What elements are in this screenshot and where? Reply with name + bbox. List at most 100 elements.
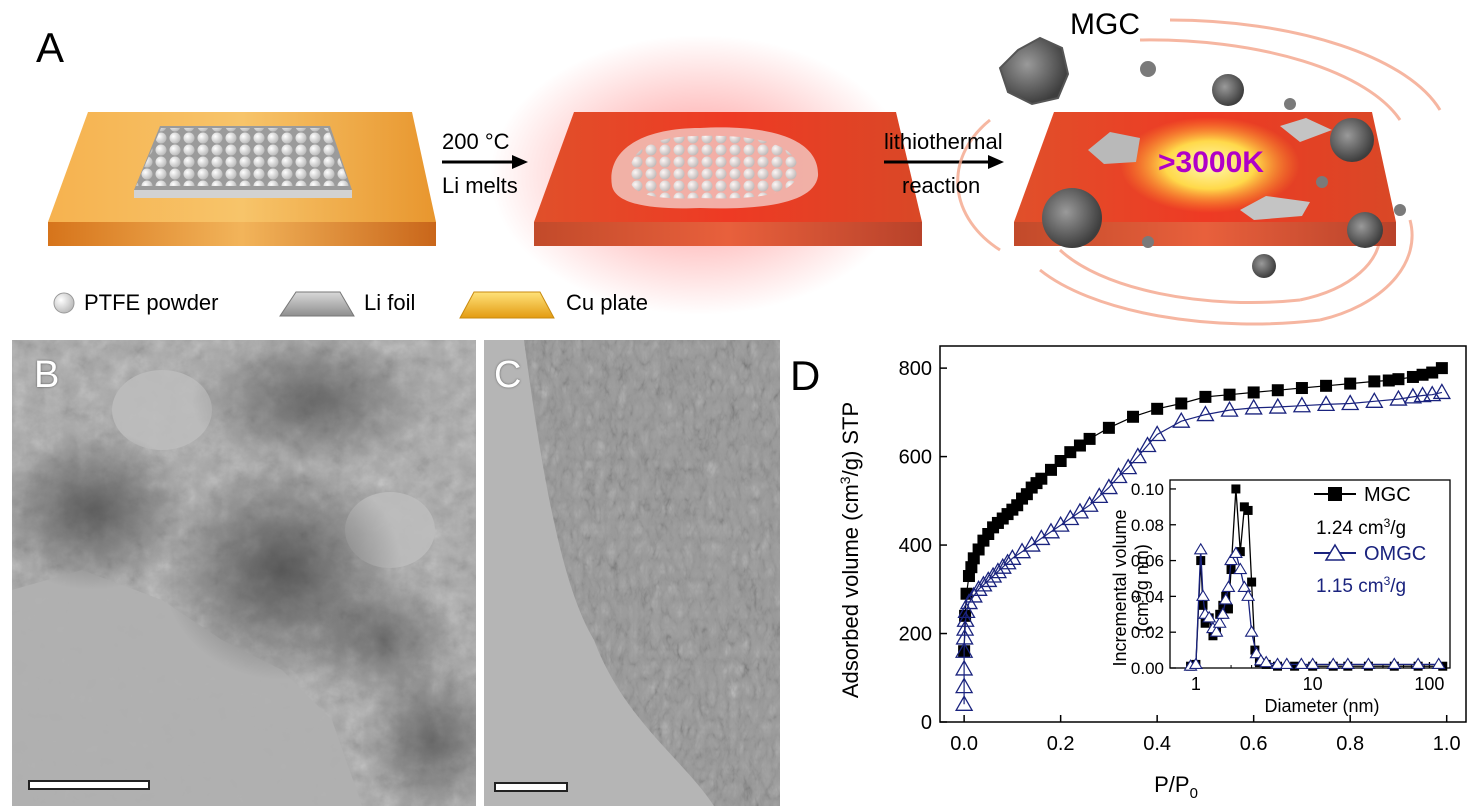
data-point-omgc xyxy=(1403,387,1423,404)
inset-data-point-omgc xyxy=(1237,580,1252,592)
data-point-mgc xyxy=(1064,446,1077,459)
data-point-mgc xyxy=(1426,366,1439,379)
x-axis-label-main: P/P xyxy=(1154,772,1189,797)
data-point-omgc xyxy=(1389,389,1408,406)
step-2-label-2: reaction xyxy=(902,172,980,200)
inset-data-point-mgc xyxy=(1198,600,1208,610)
legend-omgc-value-sup: 3 xyxy=(1384,574,1391,588)
data-point-omgc xyxy=(1196,405,1215,422)
data-point-omgc xyxy=(974,575,993,592)
data-point-omgc xyxy=(1128,447,1147,464)
inset-data-point-omgc xyxy=(1294,657,1309,669)
inset-x-axis-label: Diameter (nm) xyxy=(1264,696,1379,716)
data-point-mgc xyxy=(1295,382,1308,395)
inset-data-point-omgc xyxy=(1209,625,1224,637)
data-point-omgc xyxy=(955,619,975,636)
data-point-mgc xyxy=(1044,463,1057,476)
data-point-omgc xyxy=(993,557,1012,574)
inset-y-tick-label: 0.00 xyxy=(1131,659,1164,678)
inset-data-point-omgc xyxy=(1188,657,1203,669)
x-axis-label-sub: 0 xyxy=(1190,785,1198,802)
data-point-omgc xyxy=(1432,383,1451,400)
inset-y-label-part-1: (cm xyxy=(1132,602,1152,632)
inset-data-point-mgc xyxy=(1290,661,1300,671)
step-2-label: lithiothermal xyxy=(884,128,1003,156)
inset-legend: MGC 1.24 cm3/g OMGC 1.15 cm3/g xyxy=(1314,484,1426,597)
inset-x-tick-label: 10 xyxy=(1303,674,1323,694)
cu-plate-2 xyxy=(534,112,922,246)
inset-data-point-mgc xyxy=(1218,600,1228,610)
data-point-mgc xyxy=(1054,455,1067,468)
data-point-mgc xyxy=(1271,384,1284,397)
arrow-step-1 xyxy=(442,155,528,169)
data-point-omgc xyxy=(1316,395,1336,412)
inset-data-point-omgc xyxy=(1224,553,1239,566)
step-1-line-2: Li melts xyxy=(442,173,518,198)
data-point-omgc xyxy=(1090,487,1109,504)
inset-x-tick-label: 1 xyxy=(1191,674,1201,694)
step-2-line-1: lithiothermal xyxy=(884,129,1003,154)
panel-b-label: B xyxy=(34,354,60,396)
inset-data-point-omgc xyxy=(1431,657,1446,669)
legend-omgc-value-part-1: 1.15 cm xyxy=(1316,576,1384,597)
y-tick-label: 200 xyxy=(899,624,932,646)
legend-mgc-name: MGC xyxy=(1364,484,1411,506)
cu-plate-legend-icon xyxy=(459,291,555,319)
legend-mgc-value: 1.24 cm3/g xyxy=(1316,516,1406,539)
x-tick-label: 0.0 xyxy=(950,733,978,755)
mgc-particles xyxy=(998,36,1406,278)
data-point-mgc xyxy=(1127,410,1140,423)
data-point-mgc xyxy=(1223,388,1236,401)
x-tick-label: 0.8 xyxy=(1336,733,1364,755)
y-tick-label: 600 xyxy=(899,447,932,469)
data-point-mgc xyxy=(1320,379,1333,392)
scale-bar-b xyxy=(28,780,150,790)
inset-data-point-omgc xyxy=(1326,657,1341,669)
inset-y-tick-label: 0.02 xyxy=(1131,623,1164,642)
x-tick-label: 0.2 xyxy=(1047,733,1075,755)
data-point-omgc xyxy=(969,579,988,596)
inset-data-point-omgc xyxy=(1361,657,1376,669)
inset-data-point-mgc xyxy=(1247,577,1257,587)
inset-y-label-part-2: /g nm) xyxy=(1132,544,1152,595)
inset-data-point-omgc xyxy=(1305,657,1320,669)
data-point-omgc xyxy=(1099,478,1119,495)
data-point-mgc xyxy=(1406,370,1419,383)
inset-y-tick-label: 0.10 xyxy=(1131,480,1164,499)
panel-c-label: C xyxy=(494,354,522,396)
y-tick-label: 0 xyxy=(921,712,932,734)
cu-plate-1 xyxy=(48,112,436,246)
legend-mgc-value-part-1: 1.24 cm xyxy=(1316,518,1384,539)
data-point-omgc xyxy=(1220,400,1239,417)
data-point-mgc xyxy=(1382,374,1395,387)
main-axis-ticks: 0.0 0.2 0.4 0.6 0.8 1.0 0 200 400 600 800 xyxy=(899,358,1461,755)
legend-mgc-value-sup: 3 xyxy=(1384,516,1391,530)
mgc-product-label: MGC xyxy=(1070,8,1140,41)
inset-data-point-mgc xyxy=(1243,505,1253,515)
tem-image-low-magnification: B xyxy=(12,340,476,806)
inset-data-point-omgc xyxy=(1279,657,1294,669)
x-tick-label: 1.0 xyxy=(1433,733,1461,755)
legend-omgc-name: OMGC xyxy=(1364,543,1426,565)
data-point-mgc xyxy=(1368,375,1381,388)
inset-y-tick-label: 0.06 xyxy=(1131,552,1164,571)
inset-data-point-omgc xyxy=(1241,589,1256,601)
data-point-omgc xyxy=(1341,394,1360,411)
data-point-omgc xyxy=(955,641,974,658)
data-point-mgc xyxy=(1102,421,1115,434)
inset-data-point-omgc xyxy=(1228,546,1243,558)
data-point-mgc xyxy=(1435,362,1448,375)
tem-texture-c xyxy=(484,340,780,806)
data-point-omgc xyxy=(955,628,974,645)
inset-data-point-omgc xyxy=(1233,562,1248,575)
data-point-mgc xyxy=(1199,390,1212,403)
inset-data-point-omgc xyxy=(1259,655,1274,668)
data-point-omgc xyxy=(1080,495,1099,512)
legend-mgc-value-part-2: /g xyxy=(1390,518,1406,539)
data-point-mgc xyxy=(1392,373,1405,386)
inset-data-point-omgc xyxy=(1196,589,1210,601)
data-point-omgc xyxy=(957,602,976,619)
inset-data-point-omgc xyxy=(1221,580,1236,592)
inset-data-point-omgc xyxy=(1218,592,1233,605)
inset-data-point-omgc xyxy=(1249,646,1264,659)
